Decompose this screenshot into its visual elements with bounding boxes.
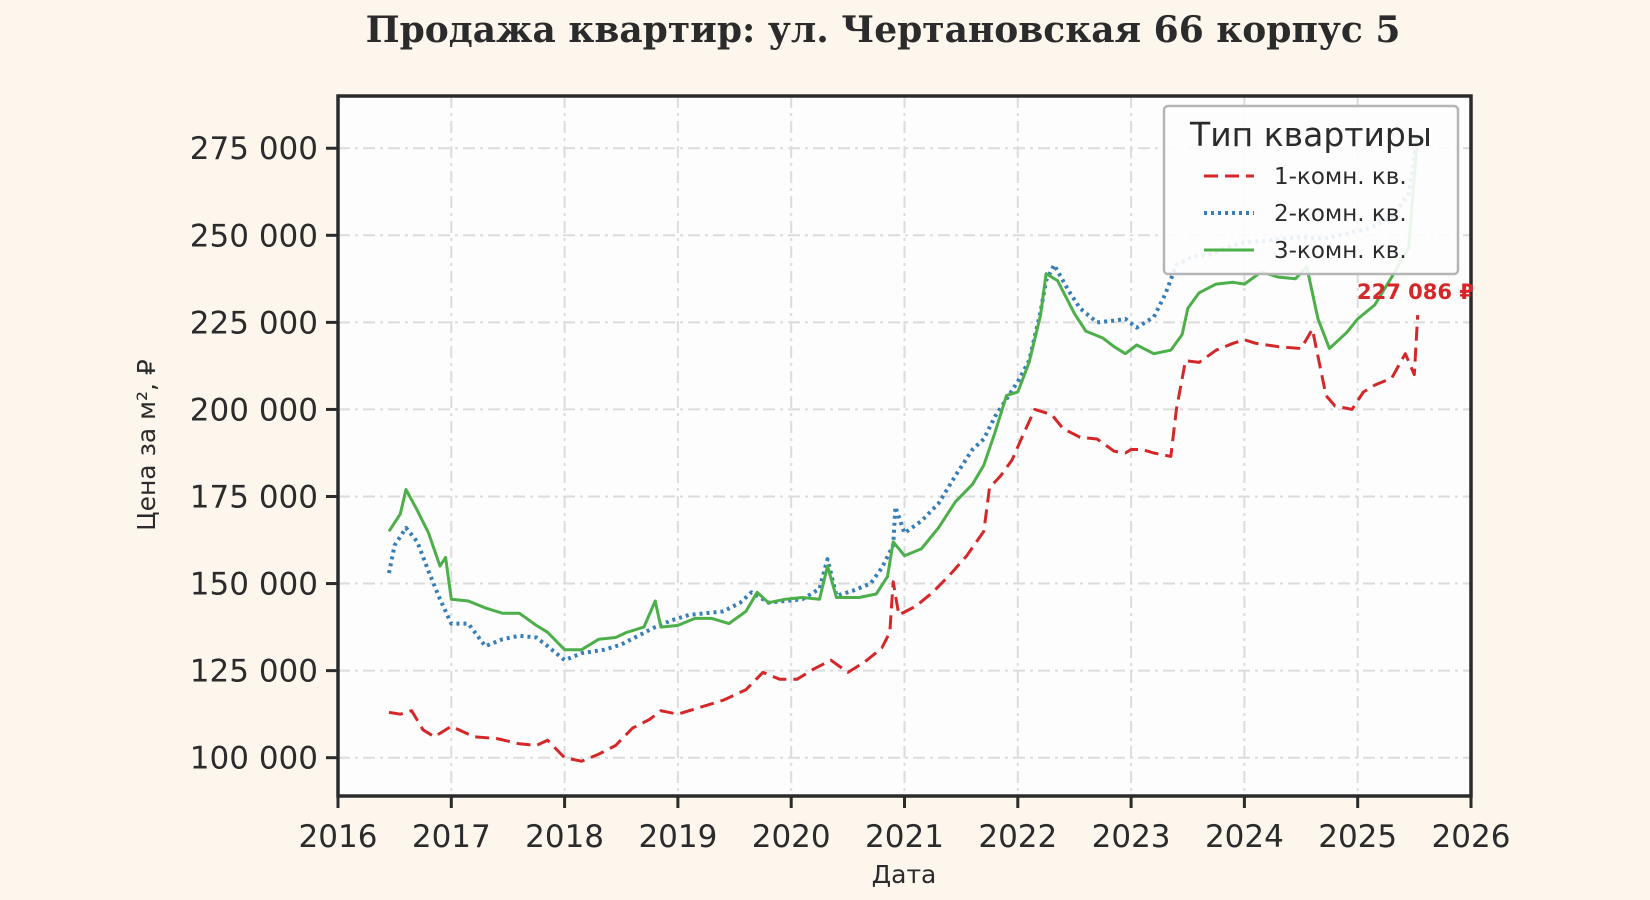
legend: Тип квартиры 1-комн. кв. 2-комн. кв. 3-комн… xyxy=(1162,104,1460,276)
x-tick-label: 2025 xyxy=(1318,819,1397,855)
x-tick-label: 2026 xyxy=(1432,819,1511,855)
end-value-label: 227 086 ₽ xyxy=(1357,280,1474,304)
y-tick-label: 100 000 xyxy=(190,741,318,777)
legend-label-1-room: 1-комн. кв. xyxy=(1274,164,1407,190)
x-axis-label: Дата xyxy=(872,860,937,889)
x-tick-label: 2023 xyxy=(1092,819,1171,855)
series-line-1-room xyxy=(388,315,1420,763)
y-tick-label: 200 000 xyxy=(190,392,318,428)
x-tick-label: 2024 xyxy=(1205,819,1284,855)
axis-ticks: 2016 2017 2018 2019 2020 2021 2022 2023 2024 2025… xyxy=(190,131,1511,855)
series-lines xyxy=(387,133,1420,763)
x-tick-label: 2021 xyxy=(865,819,944,855)
x-tick-label: 2022 xyxy=(978,819,1057,855)
series-line-2-room xyxy=(387,133,1420,663)
y-tick-label: 150 000 xyxy=(190,567,318,603)
x-tick-label: 2019 xyxy=(638,819,717,855)
legend-title: Тип квартиры xyxy=(1189,115,1432,154)
x-tick-label: 2020 xyxy=(752,819,831,855)
y-tick-label: 225 000 xyxy=(190,305,318,341)
chart-title: Продажа квартир: ул. Чертановская 66 кор… xyxy=(366,9,1401,51)
legend-box xyxy=(1162,104,1460,276)
y-tick-label: 175 000 xyxy=(190,479,318,515)
x-tick-label: 2016 xyxy=(299,819,378,855)
x-tick-label: 2018 xyxy=(525,819,604,855)
y-tick-label: 275 000 xyxy=(190,131,318,167)
legend-label-2-room: 2-комн. кв. xyxy=(1274,201,1407,227)
legend-label-3-room: 3-комн. кв. xyxy=(1274,238,1407,264)
y-tick-label: 125 000 xyxy=(190,654,318,690)
series-line-3-room xyxy=(387,134,1420,652)
x-tick-label: 2017 xyxy=(412,819,491,855)
y-axis-label: Цена за м², ₽ xyxy=(132,359,161,531)
y-tick-label: 250 000 xyxy=(190,218,318,254)
